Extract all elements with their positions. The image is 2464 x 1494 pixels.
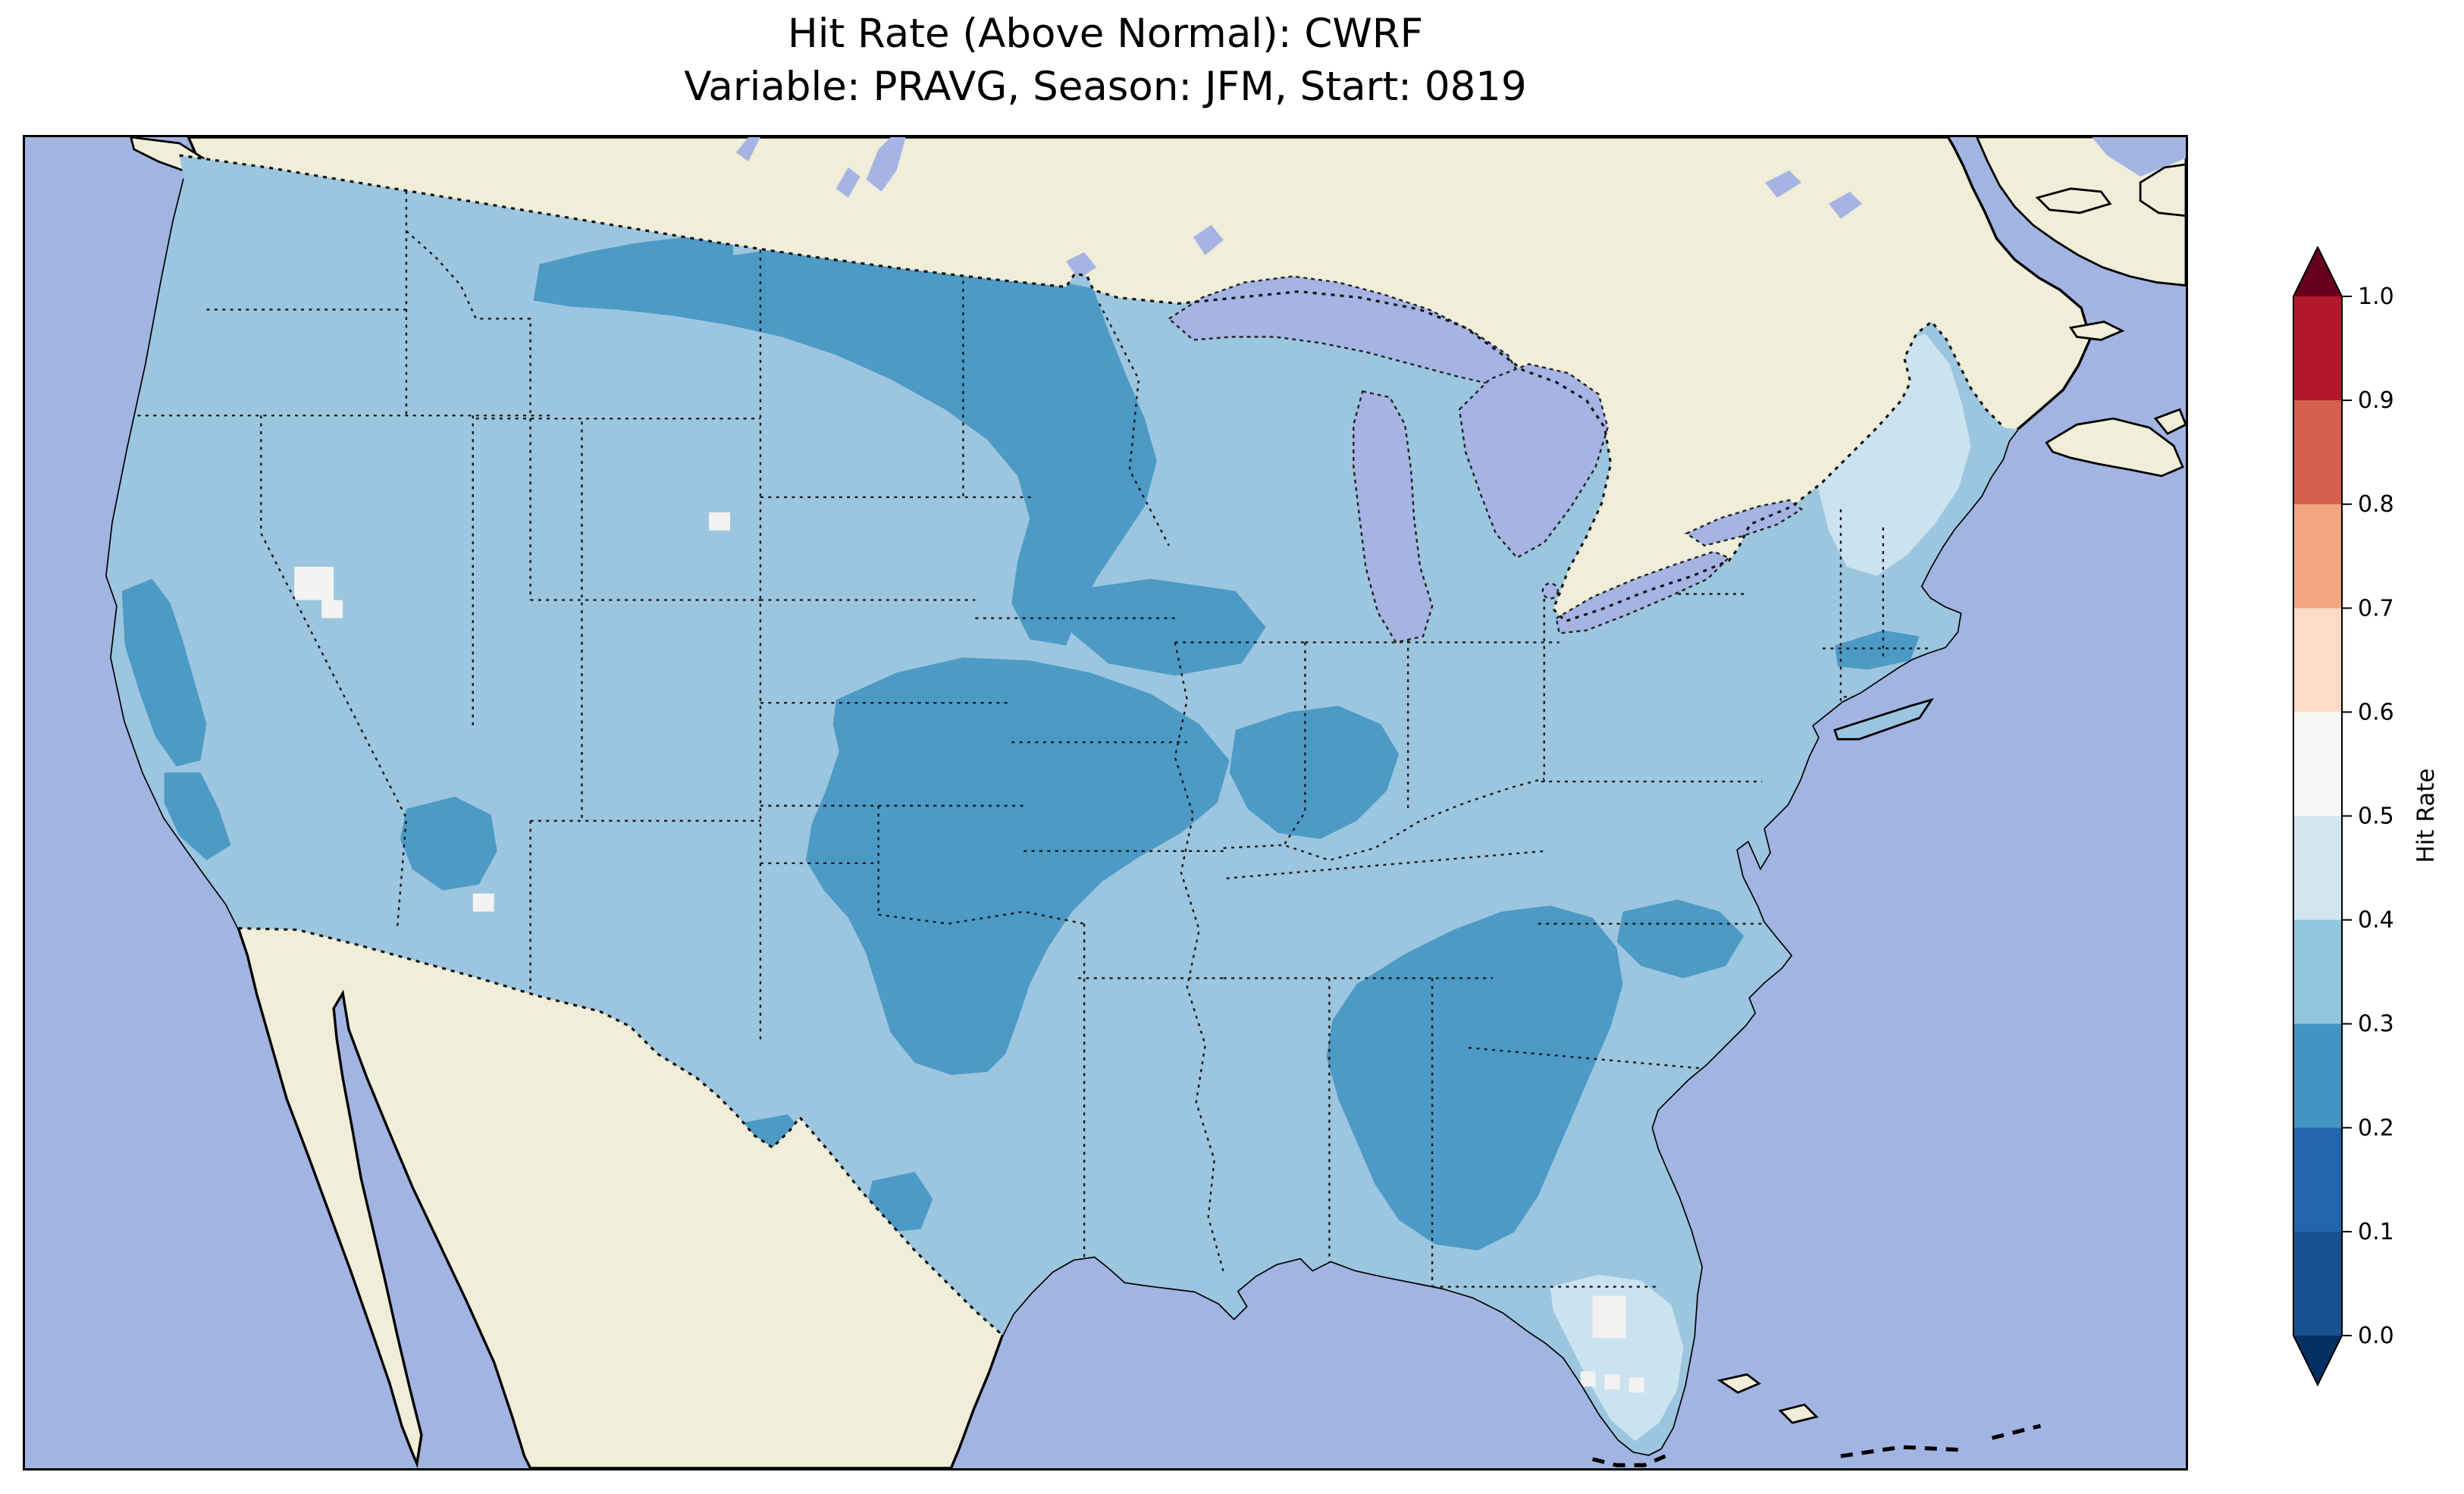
bahamas-islet-a xyxy=(1716,1373,1761,1394)
colorbar-outline xyxy=(2293,246,2343,1387)
northeast-canada-land xyxy=(1976,137,2186,478)
quebec-lake-b xyxy=(1828,191,1862,219)
us-canada-border xyxy=(179,154,2005,623)
newfoundland-island xyxy=(2139,163,2186,218)
patch-coastal-carolina xyxy=(1616,899,1745,979)
anticosti-island xyxy=(2035,187,2112,215)
patch-massachusetts xyxy=(1834,630,1920,670)
lake-michigan xyxy=(1353,390,1434,644)
colorbar-segment xyxy=(2293,608,2342,713)
long-island xyxy=(1833,697,1934,741)
colorbar-under-arrow xyxy=(2293,1336,2342,1385)
colorbar-tick-label: 1.0 xyxy=(2358,283,2394,310)
colorbar-segment xyxy=(2293,1023,2342,1129)
lake-nipigon xyxy=(1193,224,1224,255)
prince-edward-island xyxy=(2068,320,2125,341)
lake-erie xyxy=(1555,550,1731,634)
colorbar-segment xyxy=(2293,1231,2342,1336)
nova-scotia xyxy=(2045,417,2184,478)
colorbar-segment xyxy=(2293,919,2342,1025)
cells-nevada xyxy=(294,566,343,619)
patch-ohio-valley xyxy=(1229,706,1400,839)
patch-florida-peninsula xyxy=(1550,1274,1684,1442)
lake-reindeer xyxy=(736,137,760,161)
hit-rate-patches-0.2-0.3 xyxy=(121,230,1920,1251)
colorbar-segment xyxy=(2293,400,2342,505)
colorbar-tick-label: 0.9 xyxy=(2358,387,2394,414)
plot-title-line1: Hit Rate (Above Normal): CWRF xyxy=(787,11,1424,57)
colorbar-tick-label: 0.2 xyxy=(2358,1115,2394,1142)
colorbar-segments xyxy=(2293,296,2342,1336)
colorbar-tick-label: 0.7 xyxy=(2358,595,2394,622)
colorbar-segment xyxy=(2293,296,2342,401)
patch-iowa xyxy=(1066,578,1266,676)
plot-title: Hit Rate (Above Normal): CWRF Variable: … xyxy=(684,8,1526,114)
colorbar-tick-label: 0.4 xyxy=(2358,907,2394,934)
patch-northern-plains xyxy=(533,230,1157,646)
patch-arizona xyxy=(400,797,497,891)
cell-new-mexico xyxy=(472,893,494,912)
plot-title-line2: Variable: PRAVG, Season: JFM, Start: 081… xyxy=(684,63,1527,110)
colorbar-label: Hit Rate xyxy=(2412,768,2440,863)
hit-rate-patches xyxy=(121,167,1971,1442)
lake-winnipeg xyxy=(866,137,906,192)
florida-keys xyxy=(1592,1454,1666,1467)
antilles-dash xyxy=(1991,1424,2042,1440)
quebec-lake-a xyxy=(1765,170,1802,198)
colorbar-segment xyxy=(2293,1127,2342,1232)
colorbar-tick-label: 0.5 xyxy=(2358,803,2394,830)
colorbar-segment xyxy=(2293,816,2342,921)
colorbar-tick-label: 0.3 xyxy=(2358,1011,2394,1038)
cell-south-dakota xyxy=(709,512,731,531)
state-borders xyxy=(121,167,1929,1288)
patch-california-coast xyxy=(121,578,207,767)
lake-huron xyxy=(1458,363,1609,559)
patch-socal xyxy=(164,772,231,860)
lake-manitoba xyxy=(835,167,861,198)
cells-south-florida xyxy=(1580,1371,1644,1393)
lake-ontario xyxy=(1684,499,1804,547)
colorbar: 1.0 0.9 0.8 0.7 0.6 0.5 0.4 0.3 0.2 0.1 0.0 Hit Ra… xyxy=(2293,246,2440,1387)
patch-central-plains xyxy=(805,657,1230,1076)
lake-of-the-woods xyxy=(1066,252,1097,280)
bahamas-islet-b xyxy=(1778,1403,1819,1424)
caribbean-features xyxy=(1592,1373,2042,1467)
map-svg xyxy=(25,137,2186,1468)
strait-of-belle-isle xyxy=(2092,137,2186,177)
colorbar-segment xyxy=(2293,712,2342,817)
us-mexico-border xyxy=(238,927,1004,1336)
colorbar-tick-label: 0.6 xyxy=(2358,699,2394,725)
colorbar-tick-label: 0.1 xyxy=(2358,1219,2394,1245)
colorbar-tick-label: 0.8 xyxy=(2358,491,2394,518)
colorbar-segment xyxy=(2293,504,2342,609)
canada-lakes xyxy=(736,137,1862,280)
great-lakes xyxy=(1167,275,1804,644)
cape-breton-island xyxy=(2153,408,2186,435)
hit-rate-patches-0.5-0.6 xyxy=(294,512,1644,1393)
colorbar-ticks: 1.0 0.9 0.8 0.7 0.6 0.5 0.4 0.3 0.2 0.1 0.0 xyxy=(2343,283,2394,1349)
lake-st-clair xyxy=(1541,582,1559,600)
patch-southeast xyxy=(1326,905,1623,1251)
cells-central-florida xyxy=(1592,1295,1626,1339)
colorbar-tick-label: 0.0 xyxy=(2358,1323,2394,1349)
map-panel xyxy=(23,135,2188,1471)
colorbar-over-arrow xyxy=(2293,247,2342,296)
